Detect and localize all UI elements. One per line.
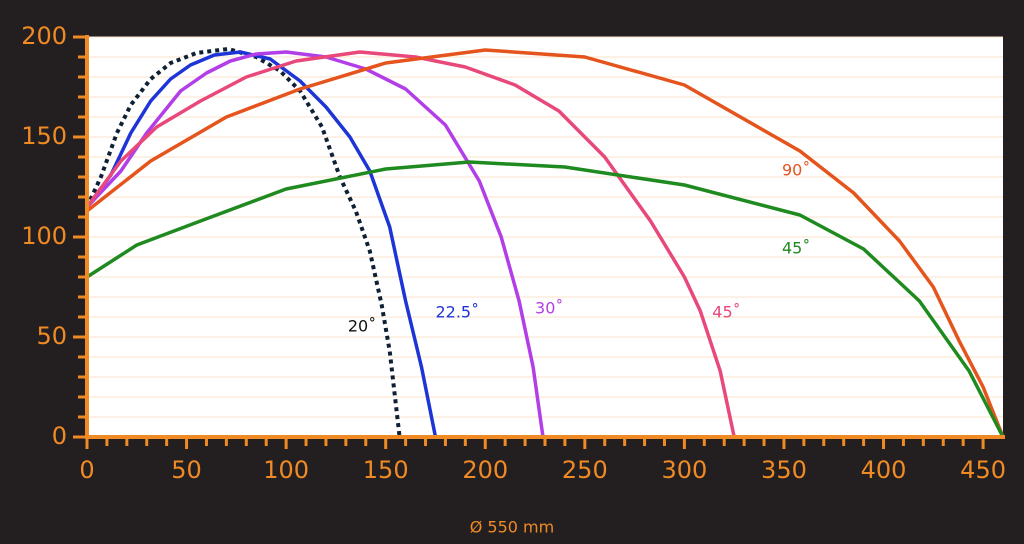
y-tick-label: 150 bbox=[21, 122, 67, 150]
series-label: 45˚ bbox=[782, 239, 810, 258]
x-tick-label: 150 bbox=[363, 456, 409, 484]
series-label: 20˚ bbox=[348, 317, 376, 336]
x-tick-label: 250 bbox=[562, 456, 608, 484]
series-line bbox=[85, 47, 402, 438]
series-label: 45˚ bbox=[712, 303, 740, 322]
x-tick-label: 0 bbox=[79, 456, 94, 484]
series-label: 30˚ bbox=[535, 299, 563, 318]
y-tick-label: 50 bbox=[36, 322, 67, 350]
x-tick-label: 100 bbox=[263, 456, 309, 484]
series-line bbox=[85, 50, 736, 438]
series-line bbox=[85, 48, 1005, 438]
series-line bbox=[86, 160, 1005, 438]
x-tick-label: 50 bbox=[171, 456, 202, 484]
x-tick-label: 400 bbox=[861, 456, 907, 484]
y-tick-label: 200 bbox=[21, 22, 67, 50]
y-tick-label: 0 bbox=[52, 422, 67, 450]
x-axis-label: Ø 550 mm bbox=[470, 518, 554, 537]
x-tick-label: 350 bbox=[761, 456, 807, 484]
series-label: 22.5˚ bbox=[435, 303, 479, 322]
y-tick-label: 100 bbox=[21, 222, 67, 250]
series-label: 90˚ bbox=[782, 161, 810, 180]
x-tick-label: 450 bbox=[960, 456, 1006, 484]
x-tick-label: 300 bbox=[661, 456, 707, 484]
series-line bbox=[85, 50, 438, 438]
x-tick-label: 200 bbox=[462, 456, 508, 484]
